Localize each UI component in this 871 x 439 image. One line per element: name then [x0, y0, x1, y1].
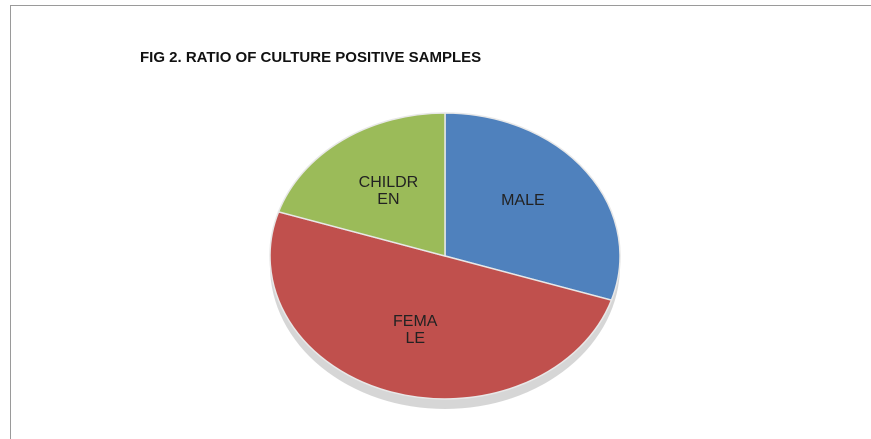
slice-label-box: CHILDREN [358, 174, 419, 209]
slice-label-box: MALE [501, 191, 545, 209]
slice-label: FEMALE [393, 312, 438, 347]
pie-slice [444, 112, 621, 302]
pie-slice [269, 210, 613, 400]
slice-label: MALE [501, 191, 545, 209]
slice-label-box: FEMALE [393, 312, 438, 347]
chart-title: FIG 2. RATIO OF CULTURE POSITIVE SAMPLES [140, 49, 481, 66]
pie-slice [277, 112, 446, 257]
slice-label: CHILDREN [358, 174, 419, 209]
